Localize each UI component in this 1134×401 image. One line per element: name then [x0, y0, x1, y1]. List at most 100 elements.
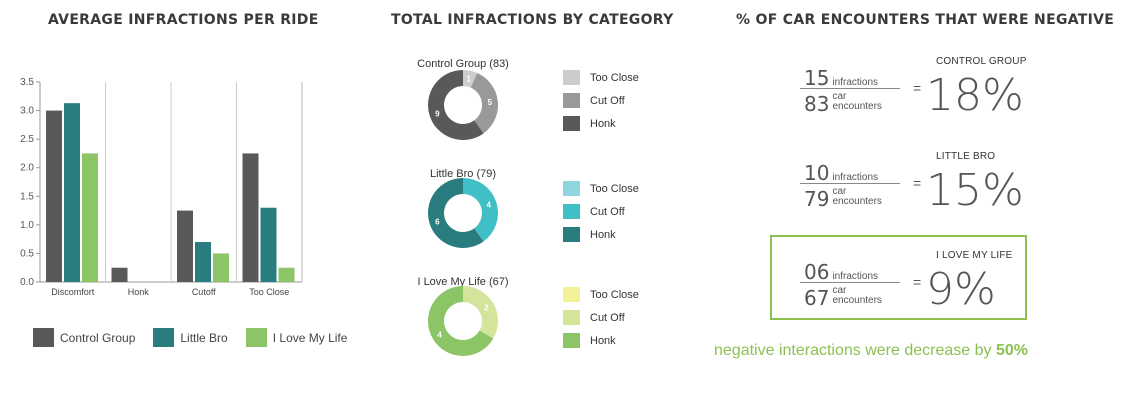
bar-chart-title: AVERAGE INFRACTIONS PER RIDE [48, 12, 319, 28]
bar [177, 210, 193, 282]
y-tick-label: 2.0 [20, 163, 34, 174]
encounters-label: car encounters [832, 92, 881, 112]
encounters-count: 79 [804, 187, 830, 211]
infractions-label: infractions [832, 271, 879, 282]
equals-sign: = [913, 80, 922, 96]
legend-label: Honk [590, 228, 616, 241]
x-tick-label: Honk [128, 287, 150, 297]
fraction-line [800, 282, 900, 283]
equals-sign: = [913, 175, 922, 191]
slice-value-label: 2 [484, 304, 489, 313]
legend-swatch-control [33, 328, 54, 347]
legend-swatch [563, 116, 580, 131]
encounters-count: 67 [804, 286, 830, 310]
encounters-label: car encounters [832, 187, 881, 207]
ratio-numerator: 06 infractions [804, 260, 878, 284]
donut-legend-item: Too Close [563, 177, 639, 200]
donut-slice [428, 178, 484, 248]
legend-label-control: Control Group [60, 330, 136, 345]
donut-legend-item: Honk [563, 223, 639, 246]
fraction-line [800, 183, 900, 184]
legend-swatch [563, 93, 580, 108]
x-tick-label: Cutoff [192, 287, 216, 297]
donut-control: 1 5 9 [428, 70, 498, 140]
ratio-littlebro: 10 infractions 79 car encounters = LITTLE… [800, 151, 1100, 227]
percent-value: 9% [926, 264, 996, 315]
bar [278, 267, 295, 282]
encounters-count: 83 [804, 92, 830, 116]
y-tick-label: 3.0 [20, 106, 34, 117]
donut-legend-littlebro: Too Close Cut Off Honk [563, 177, 639, 246]
bar [213, 253, 229, 282]
legend-swatch [563, 333, 580, 348]
bar [111, 267, 128, 282]
legend-swatch [563, 204, 580, 219]
car-label: car [832, 186, 847, 197]
encounters-label: car encounters [832, 286, 881, 306]
car-label: car [832, 91, 847, 102]
donut-title-littlebro: Little Bro (79) [429, 168, 497, 180]
legend-item-littlebro: Little Bro [153, 328, 228, 347]
slice-value-label: 6 [435, 217, 440, 226]
encounters-word: encounters [832, 196, 882, 207]
ratio-numerator: 10 infractions [804, 161, 878, 185]
donut-slice [462, 70, 478, 88]
percent-value: 18% [926, 70, 1024, 121]
bar-chart: 0.0 0.5 1.0 1.5 2.0 2.5 3.0 3.5 Discomfort Honk Cu… [20, 77, 303, 297]
donut-slice [462, 178, 498, 242]
donut-chart-title: TOTAL INFRACTIONS BY CATEGORY [391, 12, 674, 28]
negative-encounters-title: % OF CAR ENCOUNTERS THAT WERE NEGATIVE [736, 12, 1115, 28]
fraction-line [800, 88, 900, 89]
legend-swatch-littlebro [153, 328, 175, 347]
legend-item-control: Control Group [33, 328, 135, 347]
summary-value: 50% [995, 342, 1028, 359]
ratio-numerator: 15 infractions [804, 66, 878, 90]
slice-value-label: 5 [488, 98, 493, 107]
legend-swatch [563, 287, 580, 302]
encounters-word: encounters [832, 295, 882, 306]
summary-sentence: negative interactions were decrease by [714, 342, 996, 359]
donut-slice [428, 286, 494, 356]
bar [242, 153, 259, 282]
legend-label: Too Close [590, 288, 639, 301]
legend-item-ilovemylife: I Love My Life [245, 328, 347, 347]
legend-swatch [563, 70, 580, 85]
car-label: car [832, 285, 847, 296]
equals-sign: = [913, 274, 922, 290]
bar [260, 207, 277, 282]
percent-value: 15% [926, 165, 1024, 216]
slice-value-label: 4 [437, 331, 442, 340]
infractions-count: 10 [804, 161, 830, 185]
y-tick-label: 1.5 [20, 191, 34, 202]
infractions-label: infractions [832, 172, 879, 183]
slice-value-label: 9 [435, 109, 440, 118]
legend-label: Honk [590, 117, 616, 130]
x-tick-label: Discomfort [51, 287, 95, 297]
bar [82, 153, 98, 282]
legend-label: Cut Off [590, 205, 625, 218]
y-tick-label: 1.0 [20, 220, 34, 231]
encounters-word: encounters [832, 101, 882, 112]
donut-legend-item: Too Close [563, 283, 639, 306]
bar [46, 110, 62, 282]
donut-legend-item: Too Close [563, 66, 639, 89]
donut-littlebro: 46 [428, 178, 498, 248]
highlight-box [770, 235, 1027, 320]
donut-title-control: Control Group (83) [417, 58, 509, 70]
y-tick-label: 0.0 [20, 277, 34, 288]
x-tick-label: Too Close [249, 287, 289, 297]
donut-legend-ilovemylife: Too Close Cut Off Honk [563, 283, 639, 352]
donut-legend-item: Honk [563, 112, 639, 135]
summary-text: negative interactions were decrease by 5… [714, 342, 1028, 360]
ratio-denominator: 79 car encounters [804, 187, 882, 212]
donut-legend-item: Honk [563, 329, 639, 352]
legend-label: Honk [590, 334, 616, 347]
legend-label: Cut Off [590, 94, 625, 107]
legend-swatch-ilovemylife [245, 328, 267, 347]
ratio-denominator: 67 car encounters [804, 286, 882, 311]
ratio-control: 15 infractions 83 car encounters = CONTRO… [800, 56, 1100, 132]
donut-legend-item: Cut Off [563, 89, 639, 112]
y-tick-label: 3.5 [20, 77, 34, 88]
donut-slice [428, 70, 484, 140]
bar [64, 103, 80, 282]
